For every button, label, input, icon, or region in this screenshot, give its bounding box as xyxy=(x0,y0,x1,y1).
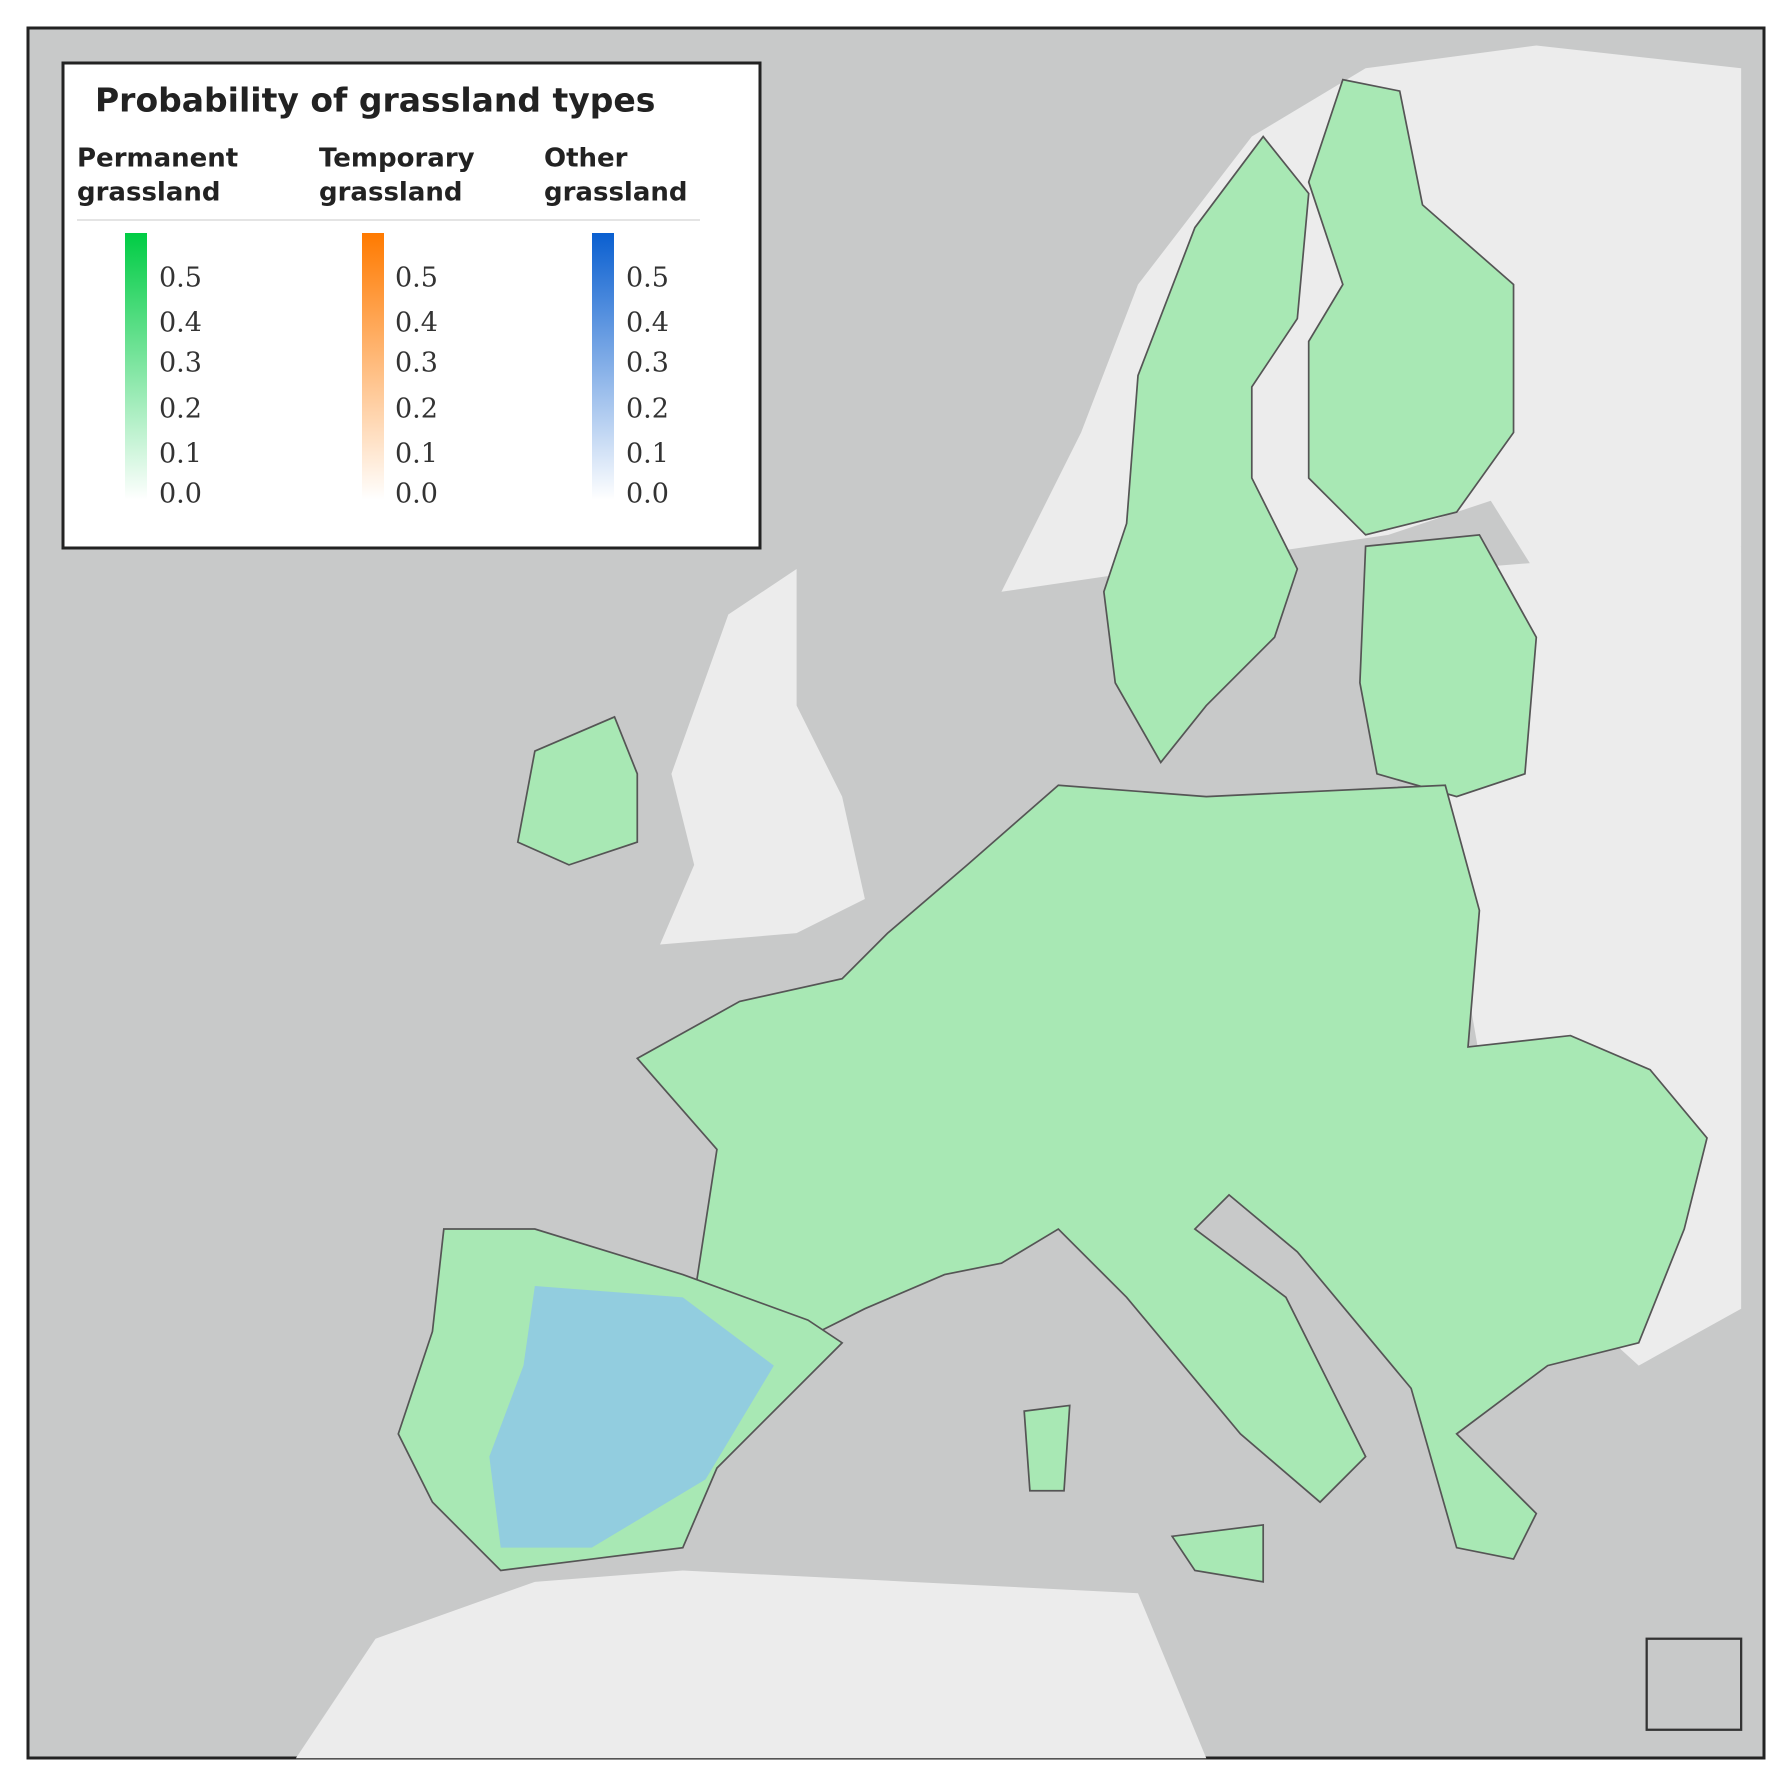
color-ramp xyxy=(362,233,384,500)
sicily xyxy=(1170,1523,1265,1583)
scale-name: Other xyxy=(544,144,628,174)
tick-label: 0.4 xyxy=(159,308,202,339)
baltics xyxy=(1359,533,1538,798)
scale-name: grassland xyxy=(544,178,688,208)
tick-label: 0.3 xyxy=(159,348,202,379)
scale-name: grassland xyxy=(77,178,221,208)
tick-label: 0.0 xyxy=(159,479,202,510)
cyprus-inset xyxy=(1645,1637,1743,1731)
africa xyxy=(295,1570,1207,1759)
tick-label: 0.1 xyxy=(395,439,438,470)
tick-label: 0.4 xyxy=(626,308,669,339)
legend-scales: Permanent grassland 0.5 0.4 0.3 0.2 0.1 0.0 Temp… xyxy=(77,144,688,510)
tick-label: 0.2 xyxy=(626,394,669,425)
land xyxy=(295,45,1743,1759)
scale-name: Permanent xyxy=(77,144,238,174)
legend-title: Probability of grassland types xyxy=(95,81,655,120)
tick-label: 0.0 xyxy=(626,479,669,510)
color-ramp xyxy=(125,233,147,500)
tick-label: 0.1 xyxy=(626,439,669,470)
sweden xyxy=(1102,135,1310,764)
finland xyxy=(1307,78,1515,536)
tick-label: 0.3 xyxy=(395,348,438,379)
tick-label: 0.3 xyxy=(626,348,669,379)
legend-box xyxy=(61,61,762,550)
scale-name: Temporary xyxy=(319,144,475,174)
tick-label: 0.2 xyxy=(395,394,438,425)
tick-label: 0.2 xyxy=(159,394,202,425)
tick-label: 0.5 xyxy=(626,263,669,294)
color-ramp xyxy=(592,233,614,500)
tick-label: 0.5 xyxy=(159,263,202,294)
tick-label: 0.4 xyxy=(395,308,438,339)
great-britain xyxy=(660,569,865,945)
tick-label: 0.0 xyxy=(395,479,438,510)
iberia-other xyxy=(489,1285,774,1548)
ireland xyxy=(516,715,639,866)
tick-label: 0.5 xyxy=(395,263,438,294)
sardinia xyxy=(1023,1404,1071,1492)
tick-label: 0.1 xyxy=(159,439,202,470)
scale-name: grassland xyxy=(319,178,463,208)
